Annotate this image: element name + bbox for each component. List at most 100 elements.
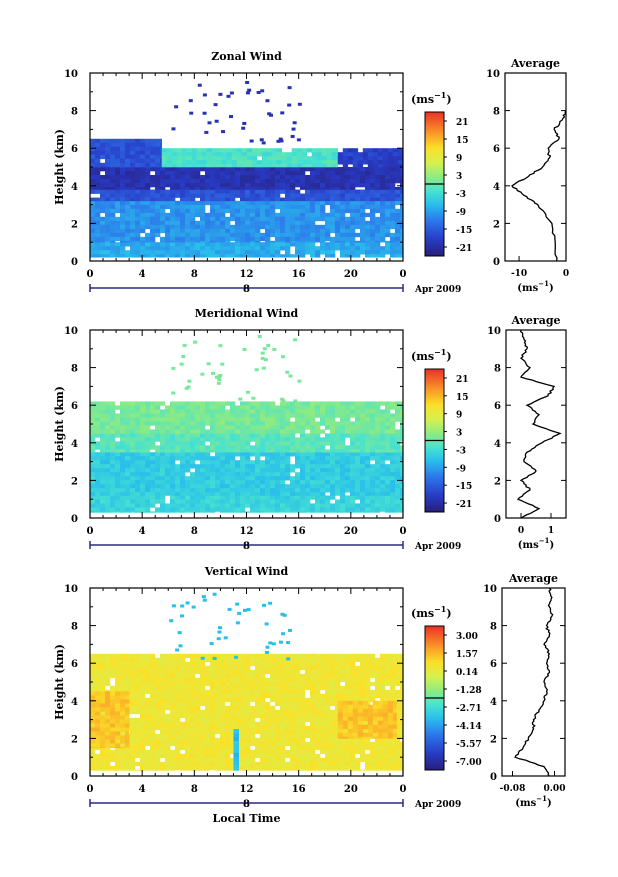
- heatmap-cell: [210, 441, 215, 445]
- heatmap-cell: [350, 213, 355, 217]
- heatmap-cell: [115, 456, 120, 460]
- heatmap-cell: [305, 209, 310, 213]
- heatmap-cell: [288, 374, 292, 377]
- heatmap-cell: [360, 666, 365, 670]
- heatmap-cell: [150, 417, 155, 421]
- heatmap-cell: [240, 183, 245, 187]
- heatmap-cell: [177, 156, 182, 160]
- heatmap-cell: [280, 480, 285, 484]
- heatmap-cell: [315, 682, 320, 686]
- heatmap-cell: [345, 511, 350, 512]
- x-tick-label: 12: [240, 526, 254, 537]
- heatmap-cell: [235, 171, 240, 175]
- heatmap-cell: [135, 221, 140, 225]
- heatmap-cell: [135, 452, 140, 456]
- heatmap-cell: [135, 171, 140, 175]
- heatmap-cell: [320, 706, 325, 710]
- heatmap-cell: [395, 674, 400, 678]
- heatmap-cell: [270, 449, 275, 452]
- heatmap-cell: [370, 198, 375, 202]
- heatmap-cell: [235, 250, 240, 254]
- heatmap-cell: [185, 233, 190, 237]
- heatmap-cell: [295, 221, 300, 225]
- heatmap-cell: [165, 654, 170, 658]
- heatmap-cell: [291, 135, 295, 138]
- heatmap-cell: [270, 183, 275, 187]
- heatmap-cell: [305, 246, 310, 250]
- heatmap-cell: [395, 213, 400, 217]
- heatmap-cell: [370, 205, 375, 209]
- heatmap-cell: [245, 242, 250, 246]
- heatmap-cell: [210, 254, 215, 257]
- heatmap-cell: [130, 167, 135, 171]
- heatmap-cell: [390, 237, 395, 241]
- heatmap-cell: [240, 209, 245, 213]
- heatmap-cell: [290, 205, 295, 209]
- heatmap-cell: [269, 114, 273, 117]
- heatmap-cell: [190, 666, 195, 670]
- heatmap-cell: [165, 409, 170, 413]
- heatmap-cell: [135, 686, 140, 690]
- heatmap-cell: [280, 413, 285, 417]
- heatmap-cell: [170, 468, 175, 472]
- heatmap-cell: [335, 507, 340, 511]
- heatmap-cell: [175, 484, 180, 488]
- heatmap-cell: [190, 686, 195, 690]
- heatmap-cell: [375, 417, 380, 421]
- heatmap-cell: [320, 694, 325, 698]
- heatmap-cell: [340, 425, 345, 429]
- heatmap-cell: [325, 472, 330, 476]
- heatmap-cell: [175, 201, 180, 205]
- heatmap-cell: [105, 151, 110, 155]
- heatmap-cell: [260, 246, 265, 250]
- heatmap-cell: [300, 209, 305, 213]
- heatmap-cell: [140, 409, 145, 413]
- heatmap-cell: [180, 198, 185, 202]
- heatmap-cell: [226, 95, 230, 98]
- heatmap-cell: [145, 201, 150, 205]
- heatmap-cell: [288, 86, 292, 89]
- heatmap-cell: [150, 503, 155, 507]
- heatmap-cell: [220, 476, 225, 480]
- heatmap-cell: [305, 409, 310, 413]
- heatmap-cell: [255, 678, 260, 682]
- heatmap-cell: [310, 492, 315, 496]
- heatmap-cell: [250, 417, 255, 421]
- heatmap-cell: [115, 678, 120, 682]
- heatmap-cell: [115, 175, 120, 179]
- heatmap-cell: [380, 674, 385, 678]
- heatmap-cell: [220, 209, 225, 213]
- heatmap-cell: [90, 499, 95, 503]
- heatmap-cell: [265, 658, 270, 662]
- heatmap-cell: [140, 658, 145, 662]
- heatmap-cell: [100, 187, 105, 190]
- heatmap-cell: [190, 694, 195, 698]
- heatmap-cell: [190, 429, 195, 433]
- average-profile-line: [512, 111, 566, 261]
- heatmap-cell: [295, 499, 300, 503]
- heatmap-cell: [170, 666, 175, 670]
- heatmap-cell: [380, 171, 385, 175]
- colorbar-tick-label: 21: [456, 375, 469, 385]
- heatmap-cell: [390, 209, 395, 213]
- heatmap-cell: [295, 464, 300, 468]
- heatmap-cell: [275, 674, 280, 678]
- heatmap-cell: [115, 464, 120, 468]
- heatmap-cell: [200, 460, 205, 464]
- colorbar-segment: [425, 119, 444, 122]
- heatmap-cell: [120, 187, 125, 190]
- heatmap-cell: [355, 666, 360, 670]
- heatmap-cell: [255, 225, 260, 229]
- heatmap-cell: [275, 217, 280, 221]
- heatmap-cell: [225, 480, 230, 484]
- heatmap-cell: [390, 171, 395, 175]
- heatmap-cell: [220, 503, 225, 507]
- heatmap-cell: [247, 148, 252, 152]
- heatmap-cell: [250, 242, 255, 246]
- heatmap-cell: [360, 464, 365, 468]
- heatmap-cell: [380, 690, 385, 694]
- heatmap-cell: [320, 171, 325, 175]
- heatmap-cell: [245, 445, 250, 449]
- heatmap-cell: [395, 682, 400, 686]
